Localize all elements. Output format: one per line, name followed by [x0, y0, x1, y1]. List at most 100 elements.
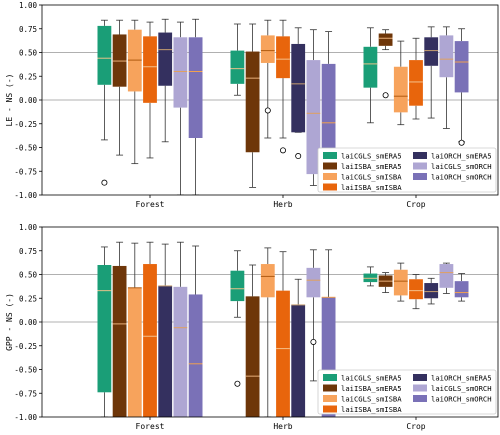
box-laiISBA_smERA5 [378, 33, 393, 46]
axes-frame [41, 4, 499, 196]
plot-area [97, 241, 469, 417]
box-laiORCH_smERA5 [291, 43, 306, 133]
outlier-point [234, 380, 241, 387]
box-laiCGLS_smORCH [173, 286, 188, 417]
box-laiCGLS_smERA5 [97, 265, 112, 393]
x-tick-label: Herb [273, 422, 292, 431]
box-laiCGLS_smISBA [260, 264, 275, 298]
legend-swatch [323, 183, 337, 191]
outlier-point [295, 153, 302, 160]
legend-label: laiCGLS_smORCH [431, 384, 492, 393]
box-laiCGLS_smORCH [173, 37, 188, 108]
y-tick-label: 0.25 [19, 72, 37, 81]
box-laiCGLS_smISBA [260, 35, 275, 63]
box-laiORCH_smORCH [188, 37, 203, 138]
y-tick-label: 0.75 [19, 25, 37, 34]
box-laiISBA_smISBA [276, 36, 290, 79]
y-axis-label: GPP - NS (-) [5, 293, 14, 351]
y-tick-label: -0.25 [14, 342, 37, 351]
y-tick-label: -0.75 [14, 167, 37, 176]
legend-label: laiORCH_smORCH [431, 395, 492, 404]
y-tick-label: -0.75 [14, 389, 37, 398]
y-tick-label: 0.75 [19, 247, 37, 256]
legend-swatch [323, 374, 337, 381]
x-tick-label: Forest [136, 200, 165, 209]
box-laiISBA_smISBA [143, 264, 157, 417]
box-laiISBA_smERA5 [245, 296, 260, 417]
y-tick-label: 0.25 [19, 294, 37, 303]
legend-label: laiCGLS_smORCH [431, 162, 492, 171]
legend-label: laiCGLS_smERA5 [341, 152, 402, 161]
legend-swatch [413, 173, 427, 180]
x-tick-label: Forest [136, 422, 165, 431]
legend-label: laiISBA_smISBA [341, 183, 402, 192]
outlier-point [279, 147, 286, 154]
box-laiCGLS_smISBA [393, 66, 408, 113]
box-laiCGLS_smORCH [439, 264, 454, 288]
legend-swatch [413, 395, 427, 402]
y-tick-label: -0.50 [14, 144, 37, 153]
y-tick-label: 1.00 [19, 1, 38, 10]
box-laiISBA_smISBA [409, 279, 423, 300]
legend-swatch [323, 384, 337, 392]
box-laiORCH_smERA5 [158, 32, 173, 86]
le-panel: 1.00 0.75 0.50 0.25 0.00 -0.25 -0.50 -0.75 -1.00… [5, 1, 499, 209]
box-laiCGLS_smORCH [439, 35, 454, 78]
axes-frame [41, 226, 499, 418]
box-laiORCH_smORCH [188, 294, 203, 417]
legend-label: laiORCH_smERA5 [431, 374, 492, 383]
y-tick-label: 0.00 [19, 96, 38, 105]
box-laiCGLS_smISBA [393, 269, 408, 296]
x-tick-label: Crop [406, 200, 425, 209]
legend-label: laiORCH_smORCH [431, 173, 492, 182]
outlier-point [310, 338, 317, 345]
legend-swatch [413, 374, 427, 381]
legend-frame [317, 369, 497, 415]
y-tick-label: -1.00 [14, 191, 37, 200]
legend-swatch [413, 152, 427, 159]
legend-label: laiISBA_smISBA [341, 405, 402, 414]
box-laiISBA_smISBA [276, 290, 290, 417]
box-laiCGLS_smERA5 [363, 46, 378, 88]
legend-swatch [323, 173, 337, 180]
box-laiISBA_smERA5 [245, 51, 260, 153]
legend-label: laiCGLS_smISBA [341, 173, 402, 182]
outlier-point [101, 179, 108, 186]
y-tick-label: 0.00 [19, 318, 38, 327]
legend-label: laiISBA_smERA5 [341, 162, 402, 171]
box-laiCGLS_smISBA [127, 287, 142, 417]
box-laiISBA_smERA5 [112, 265, 127, 417]
box-laiCGLS_smERA5 [230, 270, 245, 302]
legend-swatch [413, 384, 427, 392]
y-tick-label: 1.00 [19, 223, 38, 232]
y-tick-label: 0.50 [19, 49, 38, 58]
legend-label: laiORCH_smERA5 [431, 152, 492, 161]
box-laiORCH_smERA5 [291, 304, 306, 417]
legend-swatch [323, 152, 337, 159]
box-laiCGLS_smORCH [306, 267, 321, 298]
box-laiORCH_smERA5 [424, 37, 439, 66]
x-tick-label: Herb [273, 200, 292, 209]
y-tick-label: -0.25 [14, 120, 37, 129]
plot-area [97, 18, 469, 195]
legend-swatch [323, 162, 337, 170]
gpp-panel: 1.00 0.75 0.50 0.25 0.00 -0.25 -0.50 -0.75 -1.00… [5, 223, 499, 431]
box-laiCGLS_smERA5 [97, 25, 112, 85]
x-tick-label: Crop [406, 422, 425, 431]
outlier-point [458, 139, 465, 146]
outlier-point [382, 92, 389, 99]
box-laiORCH_smERA5 [424, 283, 439, 299]
legend-label: laiCGLS_smERA5 [341, 374, 402, 383]
legend-frame [317, 147, 497, 193]
outlier-point [264, 107, 271, 114]
box-laiISBA_smISBA [143, 36, 157, 103]
box-laiCGLS_smERA5 [230, 50, 245, 84]
legend-swatch [413, 162, 427, 170]
legend-label: laiISBA_smERA5 [341, 384, 402, 393]
box-laiCGLS_smORCH [306, 60, 321, 175]
box-laiISBA_smISBA [409, 60, 423, 106]
y-tick-label: -1.00 [14, 413, 37, 422]
